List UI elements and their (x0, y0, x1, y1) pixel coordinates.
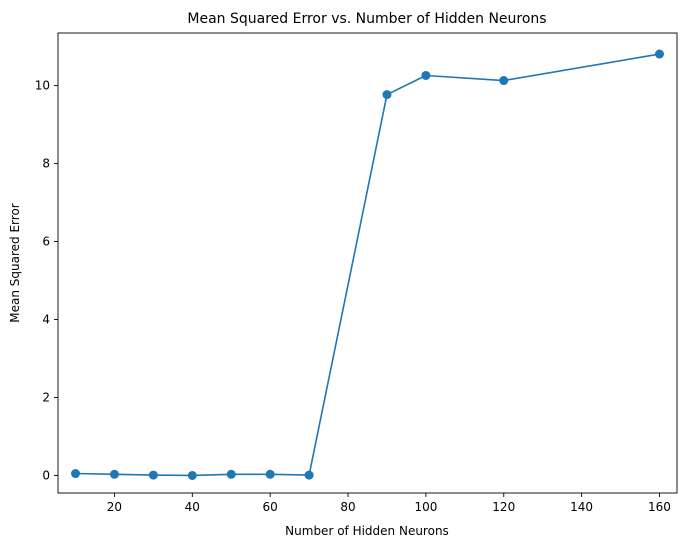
chart-title: Mean Squared Error vs. Number of Hidden … (187, 11, 546, 27)
x-tick-label: 40 (185, 500, 200, 514)
data-point (109, 469, 119, 479)
data-point (654, 49, 664, 59)
x-tick-label: 100 (414, 500, 437, 514)
data-point (187, 470, 197, 480)
y-axis: 0 2 4 6 8 10 (35, 79, 58, 482)
data-point (304, 470, 314, 480)
x-tick-label: 120 (492, 500, 515, 514)
y-tick-label: 6 (42, 235, 50, 249)
data-point (382, 90, 392, 100)
data-point (265, 469, 275, 479)
y-axis-label: Mean Squared Error (8, 203, 22, 323)
data-point (71, 469, 81, 479)
series-group (71, 49, 664, 480)
x-tick-label: 60 (263, 500, 278, 514)
data-point (421, 70, 431, 80)
x-axis-label: Number of Hidden Neurons (285, 524, 449, 538)
y-tick-label: 10 (35, 79, 50, 93)
data-point (499, 76, 509, 86)
y-tick-label: 0 (42, 468, 50, 482)
x-tick-label: 160 (648, 500, 671, 514)
y-tick-label: 4 (42, 313, 50, 327)
x-tick-label: 140 (570, 500, 593, 514)
plot-frame (57, 32, 678, 494)
x-tick-label: 20 (107, 500, 122, 514)
plot-area (57, 32, 678, 494)
y-tick-label: 2 (42, 390, 50, 404)
data-point (148, 470, 158, 480)
x-axis: 20 40 60 80 100 120 140 160 (107, 493, 671, 514)
data-point (226, 469, 236, 479)
x-tick-label: 80 (340, 500, 355, 514)
y-tick-label: 8 (42, 157, 50, 171)
series-line (75, 53, 660, 477)
